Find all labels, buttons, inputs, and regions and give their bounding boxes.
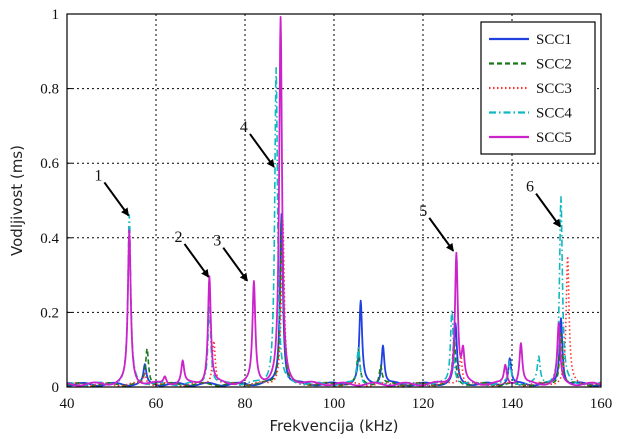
- x-tick-label: 120: [412, 396, 435, 412]
- annotation-arrow-2: [183, 243, 210, 278]
- x-ticks: 40 60 80 100 120 140 160: [60, 382, 613, 412]
- x-tick-label: 40: [60, 396, 75, 412]
- x-tick-label: 160: [590, 396, 613, 412]
- legend-label-scc4: SCC4: [536, 106, 572, 122]
- grid: [67, 14, 601, 387]
- annotation-arrow-6: [535, 193, 561, 228]
- y-tick-label: 0.2: [40, 305, 59, 321]
- legend-box: [480, 21, 596, 155]
- annotation-arrow-5: [428, 217, 455, 252]
- x-tick-label: 80: [238, 396, 253, 412]
- x-tick-label: 100: [323, 396, 346, 412]
- legend-label-scc1: SCC1: [536, 32, 572, 48]
- legend-label-scc5: SCC5: [536, 130, 572, 146]
- x-tick-label: 60: [149, 396, 164, 412]
- annotation-label-5: 5: [419, 203, 427, 220]
- x-axis-label: Frekvencija (kHz): [270, 417, 399, 435]
- y-axis-label: Vodljivost (ms): [8, 145, 26, 256]
- annotation-arrow-1: [103, 181, 130, 217]
- y-ticks: 0 0.2 0.4 0.6 0.8 1: [40, 7, 72, 396]
- legend-label-scc2: SCC2: [536, 57, 572, 73]
- annotation-label-2: 2: [175, 229, 183, 246]
- y-tick-label: 0: [52, 380, 60, 396]
- legend-label-scc3: SCC3: [536, 81, 572, 97]
- x-tick-label: 140: [501, 396, 524, 412]
- annotation-label-6: 6: [526, 179, 534, 196]
- annotation-label-1: 1: [94, 167, 102, 184]
- annotations: 1 2 3 4 5 6: [94, 119, 561, 282]
- y-tick-label: 0.4: [40, 231, 59, 247]
- y-tick-label: 1: [52, 7, 60, 23]
- annotation-label-3: 3: [213, 233, 221, 250]
- annotation-arrow-4: [249, 133, 275, 168]
- annotation-label-4: 4: [240, 119, 248, 136]
- legend: SCC1 SCC2 SCC3 SCC4 SCC5: [480, 21, 596, 155]
- annotation-arrow-3: [222, 247, 249, 282]
- y-tick-label: 0.8: [40, 82, 59, 98]
- y-tick-label: 0.6: [40, 156, 59, 172]
